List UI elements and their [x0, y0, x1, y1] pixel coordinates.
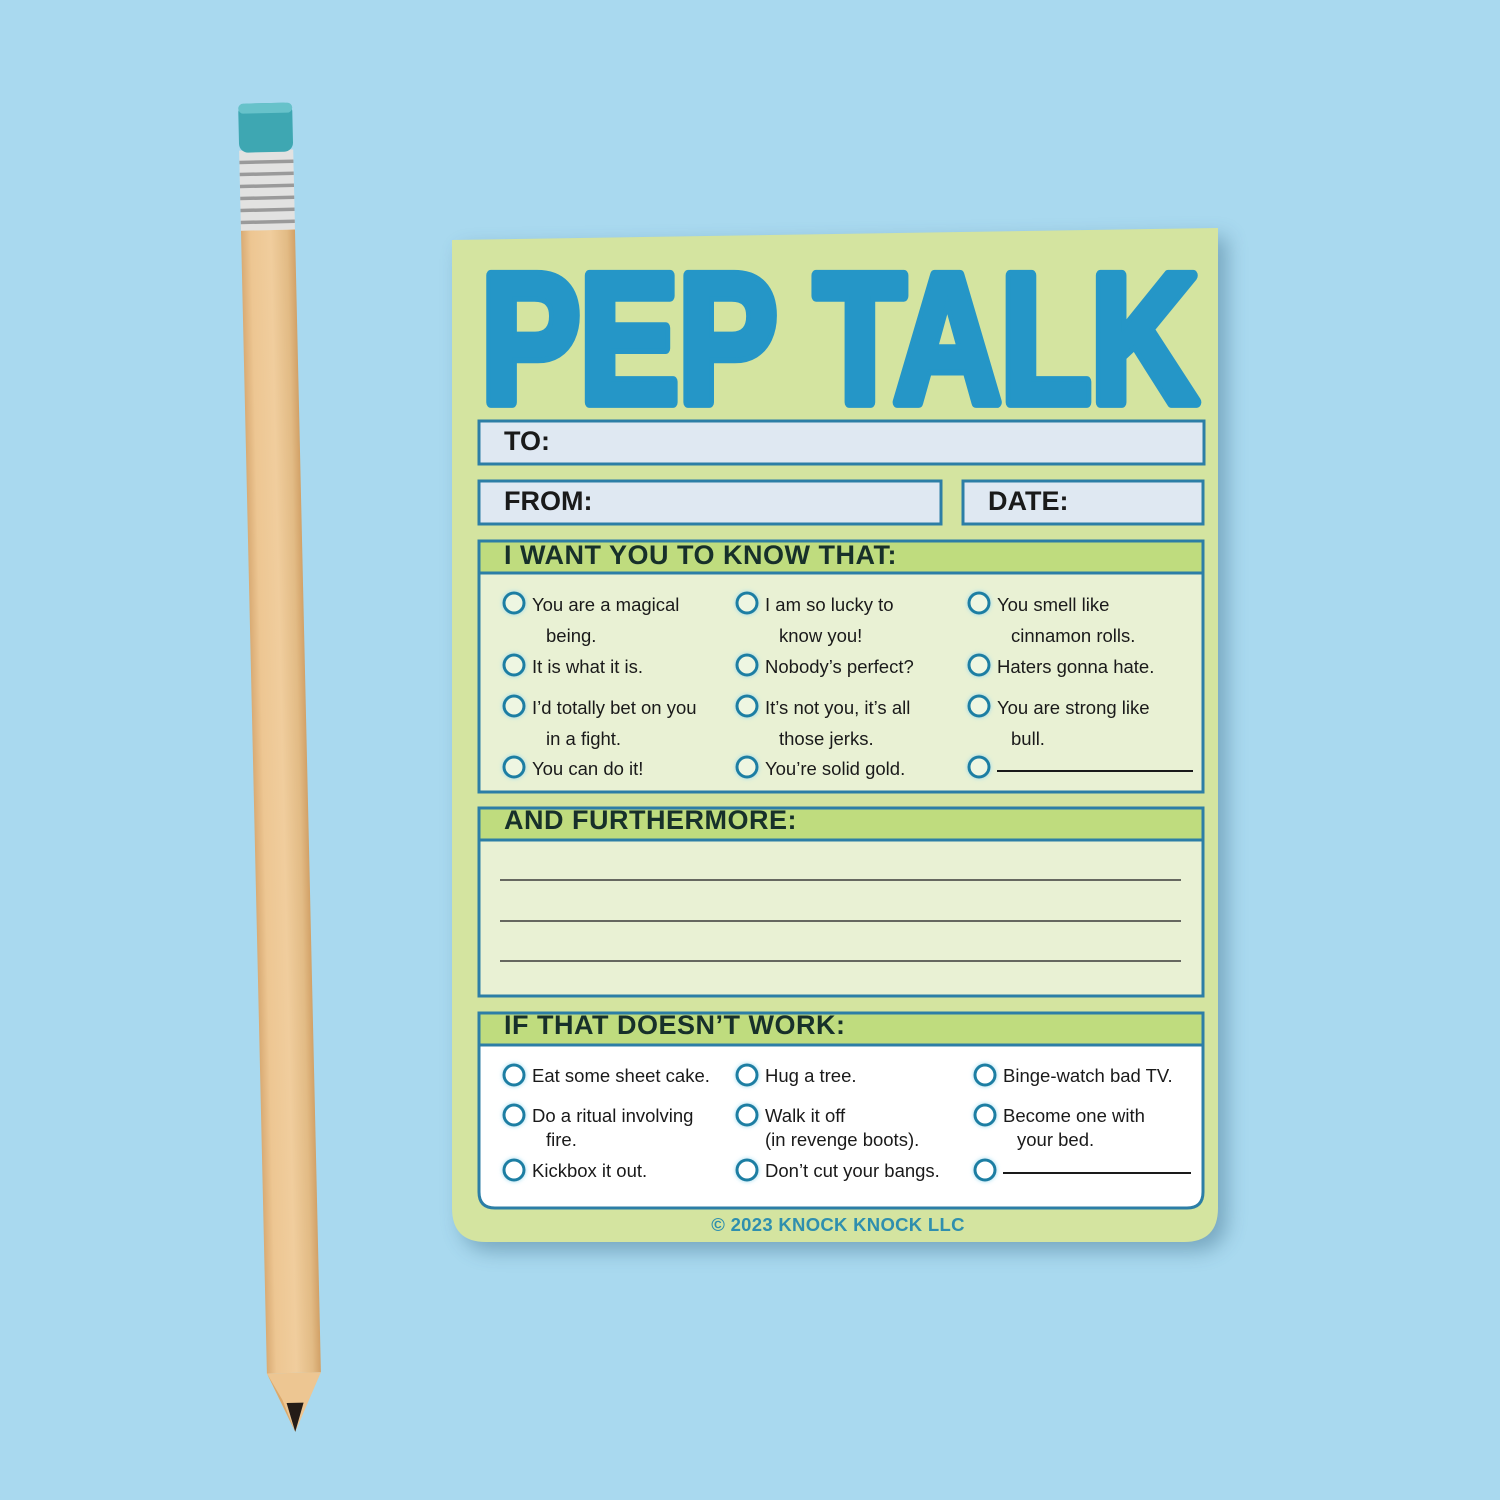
- svg-text:in a fight.: in a fight.: [546, 728, 621, 749]
- svg-text:Do a ritual involving: Do a ritual involving: [532, 1105, 693, 1126]
- svg-text:You can do it!: You can do it!: [532, 758, 643, 779]
- svg-text:Binge-watch bad TV.: Binge-watch bad TV.: [1003, 1065, 1173, 1086]
- svg-text:I’d totally bet on you: I’d totally bet on you: [532, 697, 697, 718]
- svg-text:You smell like: You smell like: [997, 594, 1109, 615]
- svg-text:It’s not you, it’s all: It’s not you, it’s all: [765, 697, 910, 718]
- svg-text:Eat some sheet cake.: Eat some sheet cake.: [532, 1065, 710, 1086]
- svg-text:© 2023 KNOCK KNOCK LLC: © 2023 KNOCK KNOCK LLC: [711, 1214, 965, 1235]
- svg-text:Hug a tree.: Hug a tree.: [765, 1065, 857, 1086]
- svg-text:those jerks.: those jerks.: [779, 728, 874, 749]
- svg-text:AND FURTHERMORE:: AND FURTHERMORE:: [504, 805, 797, 835]
- svg-text:I am so lucky to: I am so lucky to: [765, 594, 894, 615]
- svg-text:I WANT YOU TO KNOW THAT:: I WANT YOU TO KNOW THAT:: [504, 540, 897, 570]
- svg-text:your bed.: your bed.: [1017, 1129, 1094, 1150]
- svg-text:DATE:: DATE:: [988, 486, 1069, 516]
- svg-text:You are a magical: You are a magical: [532, 594, 679, 615]
- svg-text:fire.: fire.: [546, 1129, 577, 1150]
- svg-text:It is what it is.: It is what it is.: [532, 656, 643, 677]
- svg-text:being.: being.: [546, 625, 596, 646]
- svg-text:Kickbox it out.: Kickbox it out.: [532, 1160, 647, 1181]
- svg-text:PEP TALK: PEP TALK: [481, 235, 1197, 442]
- svg-text:Nobody’s perfect?: Nobody’s perfect?: [765, 656, 914, 677]
- svg-text:FROM:: FROM:: [504, 486, 592, 516]
- svg-text:(in revenge boots).: (in revenge boots).: [765, 1129, 919, 1150]
- svg-text:You are strong like: You are strong like: [997, 697, 1150, 718]
- svg-text:You’re solid gold.: You’re solid gold.: [765, 758, 905, 779]
- svg-text:Become one with: Become one with: [1003, 1105, 1145, 1126]
- svg-text:Haters gonna hate.: Haters gonna hate.: [997, 656, 1154, 677]
- svg-text:TO:: TO:: [504, 426, 550, 456]
- svg-text:bull.: bull.: [1011, 728, 1045, 749]
- svg-text:IF THAT DOESN’T WORK:: IF THAT DOESN’T WORK:: [504, 1010, 845, 1040]
- svg-text:know you!: know you!: [779, 625, 862, 646]
- svg-text:Walk it off: Walk it off: [765, 1105, 846, 1126]
- svg-text:cinnamon rolls.: cinnamon rolls.: [1011, 625, 1135, 646]
- svg-text:Don’t cut your bangs.: Don’t cut your bangs.: [765, 1160, 940, 1181]
